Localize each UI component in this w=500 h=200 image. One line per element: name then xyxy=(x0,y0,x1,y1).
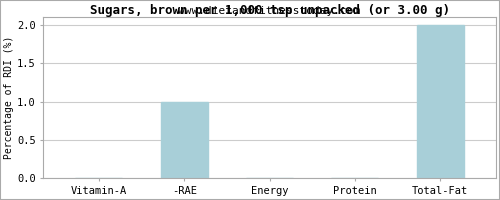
Bar xyxy=(417,25,464,178)
Text: www.dietandfitnesstoday.com: www.dietandfitnesstoday.com xyxy=(178,6,360,16)
Title: Sugars, brown per 1,000 tsp unpacked (or 3.00 g): Sugars, brown per 1,000 tsp unpacked (or… xyxy=(90,4,450,17)
Y-axis label: Percentage of RDI (%): Percentage of RDI (%) xyxy=(4,36,14,159)
Bar xyxy=(160,102,208,178)
